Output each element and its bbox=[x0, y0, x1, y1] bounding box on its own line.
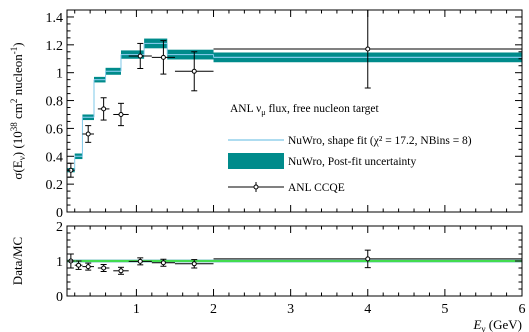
label-part: σ(E bbox=[10, 160, 25, 179]
label-part: ν bbox=[17, 156, 27, 160]
label-part: (GeV) bbox=[486, 317, 522, 332]
legend-line-label: NuWro, shape fit (χ² = 17.2, NBins = 8) bbox=[288, 135, 472, 147]
label-part: flux, free nucleon target bbox=[266, 103, 380, 115]
bottom-y-axis-label: Data/MC bbox=[10, 237, 25, 285]
data-point bbox=[118, 111, 124, 117]
y-tick-label: 1.4 bbox=[46, 11, 64, 26]
legend-title: ANL νμ flux, free nucleon target bbox=[230, 103, 380, 117]
label-part: 38 bbox=[9, 122, 19, 132]
label-part: μ bbox=[261, 108, 265, 117]
cross-section-panel: 0 0.2 0.4 0.6 0.8 1 1.2 1.4 bbox=[46, 9, 523, 221]
data-point bbox=[160, 260, 166, 266]
data-point bbox=[137, 53, 143, 59]
x-tick-label: 2 bbox=[210, 302, 217, 317]
x-axis-label: Eν (GeV) bbox=[473, 317, 523, 332]
y-tick-label: 1.2 bbox=[46, 39, 64, 54]
ratio-panel: 0 1 2 1 2 3 4 5 6 bbox=[56, 220, 526, 317]
y-tick-label: 0 bbox=[56, 206, 63, 221]
data-point bbox=[85, 131, 91, 137]
data-point bbox=[76, 262, 82, 268]
legend-data-marker bbox=[253, 184, 259, 190]
label-part: ) bbox=[10, 42, 25, 46]
label-part: nucleon bbox=[10, 54, 25, 99]
legend-band-label: NuWro, Post-fit uncertainty bbox=[288, 156, 416, 168]
y-tick-label: 0.2 bbox=[46, 178, 64, 193]
x-tick-label: 4 bbox=[364, 302, 371, 317]
data-point bbox=[137, 258, 143, 264]
data-point bbox=[160, 54, 166, 60]
x-tick-label: 6 bbox=[519, 302, 526, 317]
data-point bbox=[365, 46, 371, 52]
data-point bbox=[191, 68, 197, 74]
y-tick-label: 0 bbox=[56, 290, 63, 305]
label-part: -1 bbox=[9, 47, 19, 55]
label-part: ) (10 bbox=[10, 131, 25, 156]
y-tick-label: 0.6 bbox=[46, 122, 64, 137]
data-point bbox=[191, 261, 197, 267]
data-point bbox=[365, 256, 371, 262]
data-point bbox=[118, 268, 124, 274]
top-y-axis-label: σ(Eν) (1038 cm2 nucleon-1) bbox=[9, 42, 27, 179]
label-part: ANL ν bbox=[230, 103, 261, 115]
data-point bbox=[85, 264, 91, 270]
x-tick-label: 5 bbox=[441, 302, 448, 317]
y-tick-label: 0.8 bbox=[46, 95, 64, 110]
legend: ANL νμ flux, free nucleon target NuWro, s… bbox=[228, 103, 472, 194]
y-tick-label: 2 bbox=[56, 220, 63, 235]
x-tick-label: 1 bbox=[133, 302, 140, 317]
data-point bbox=[101, 106, 107, 112]
y-tick-label: 0.4 bbox=[46, 150, 64, 165]
x-tick-label: 3 bbox=[287, 302, 294, 317]
data-point bbox=[101, 265, 107, 271]
y-tick-label: 1 bbox=[56, 67, 63, 82]
top-axes-frame bbox=[66, 9, 523, 213]
label-part: E bbox=[473, 317, 482, 332]
legend-band-swatch bbox=[228, 153, 284, 169]
legend-data-label: ANL CCQE bbox=[288, 182, 345, 194]
label-part: cm bbox=[10, 103, 25, 122]
label-part: 2 bbox=[9, 99, 19, 104]
label-part: ν bbox=[481, 324, 485, 332]
y-tick-label: 1 bbox=[56, 255, 63, 270]
